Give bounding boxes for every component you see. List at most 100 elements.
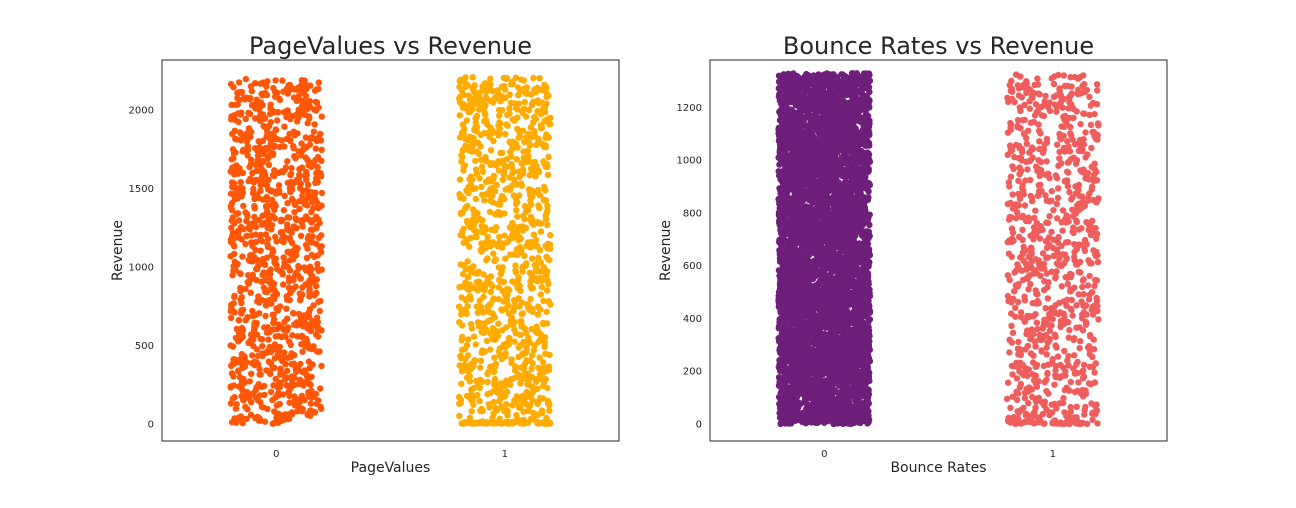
data-point: [502, 255, 509, 262]
data-point: [503, 297, 511, 304]
data-point: [275, 109, 282, 116]
data-point: [293, 216, 300, 224]
data-point: [546, 407, 553, 414]
data-point: [230, 356, 237, 363]
data-point: [503, 285, 511, 293]
data-point: [239, 253, 246, 260]
data-point: [292, 178, 299, 186]
data-point: [255, 299, 263, 306]
data-point: [286, 214, 293, 221]
data-point: [514, 199, 521, 206]
data-point: [290, 128, 297, 135]
data-point: [270, 283, 277, 290]
data-point: [512, 269, 520, 276]
data-point: [477, 376, 484, 383]
data-point: [514, 144, 521, 151]
data-point: [311, 87, 319, 94]
data-point: [474, 139, 482, 146]
data-point: [491, 368, 498, 376]
data-point: [508, 164, 516, 171]
data-point: [308, 208, 315, 216]
data-point: [242, 115, 249, 123]
data-point: [313, 331, 320, 338]
data-point: [284, 415, 291, 423]
data-point: [540, 369, 547, 376]
data-point: [504, 412, 511, 419]
data-point: [269, 109, 276, 116]
data-point: [527, 382, 535, 390]
data-point: [290, 310, 297, 317]
data-point: [537, 228, 545, 235]
y-tick-label: 1500: [129, 184, 154, 195]
data-point: [540, 264, 547, 271]
data-point: [238, 299, 245, 307]
data-point: [317, 385, 324, 392]
data-point: [520, 77, 528, 84]
data-point: [305, 374, 313, 382]
data-point: [522, 224, 530, 232]
data-point: [289, 332, 296, 339]
data-point: [493, 419, 501, 426]
data-point: [270, 316, 278, 323]
data-point: [462, 297, 470, 304]
data-point: [524, 155, 532, 163]
data-point: [253, 265, 260, 273]
data-point: [272, 77, 279, 84]
data-point: [464, 258, 471, 265]
data-point: [526, 269, 533, 277]
data-point: [490, 398, 497, 406]
data-point: [519, 264, 526, 271]
strip-series-0: [227, 75, 326, 427]
data-point: [305, 194, 312, 201]
data-point: [293, 224, 300, 232]
data-point: [516, 173, 523, 180]
data-point: [478, 240, 485, 247]
data-point: [546, 245, 554, 252]
data-point: [494, 243, 501, 250]
data-point: [533, 264, 540, 271]
data-point: [458, 86, 465, 94]
data-point: [254, 413, 261, 421]
data-point: [310, 160, 317, 167]
data-point: [508, 419, 515, 427]
data-point: [318, 189, 326, 197]
data-point: [540, 197, 548, 204]
data-point: [316, 244, 324, 251]
data-point: [303, 254, 311, 262]
data-point: [245, 272, 252, 279]
data-point: [539, 395, 547, 402]
data-point: [458, 380, 465, 387]
data-point: [481, 419, 488, 426]
data-point: [472, 341, 479, 348]
data-point: [487, 75, 494, 83]
data-point: [490, 175, 497, 183]
data-point: [286, 185, 294, 192]
data-point: [542, 350, 549, 357]
data-point: [274, 117, 281, 124]
data-point: [313, 289, 320, 297]
data-point: [532, 242, 540, 250]
data-point: [507, 381, 514, 388]
data-point: [296, 290, 303, 297]
data-point: [259, 255, 267, 263]
data-point: [318, 113, 325, 120]
data-point: [243, 232, 251, 240]
data-point: [459, 270, 467, 278]
data-point: [246, 96, 253, 103]
data-point: [486, 208, 494, 216]
data-point: [507, 223, 515, 231]
data-point: [489, 296, 497, 303]
data-point: [503, 401, 510, 408]
data-point: [248, 156, 255, 163]
data-point: [469, 185, 477, 193]
data-point: [295, 310, 303, 318]
data-point: [258, 238, 266, 245]
data-point: [491, 314, 499, 321]
data-point: [463, 238, 470, 246]
data-point: [267, 278, 274, 285]
data-point: [514, 284, 521, 292]
data-point: [478, 163, 486, 170]
data-point: [534, 190, 541, 197]
data-point: [546, 121, 553, 128]
data-point: [464, 303, 471, 310]
